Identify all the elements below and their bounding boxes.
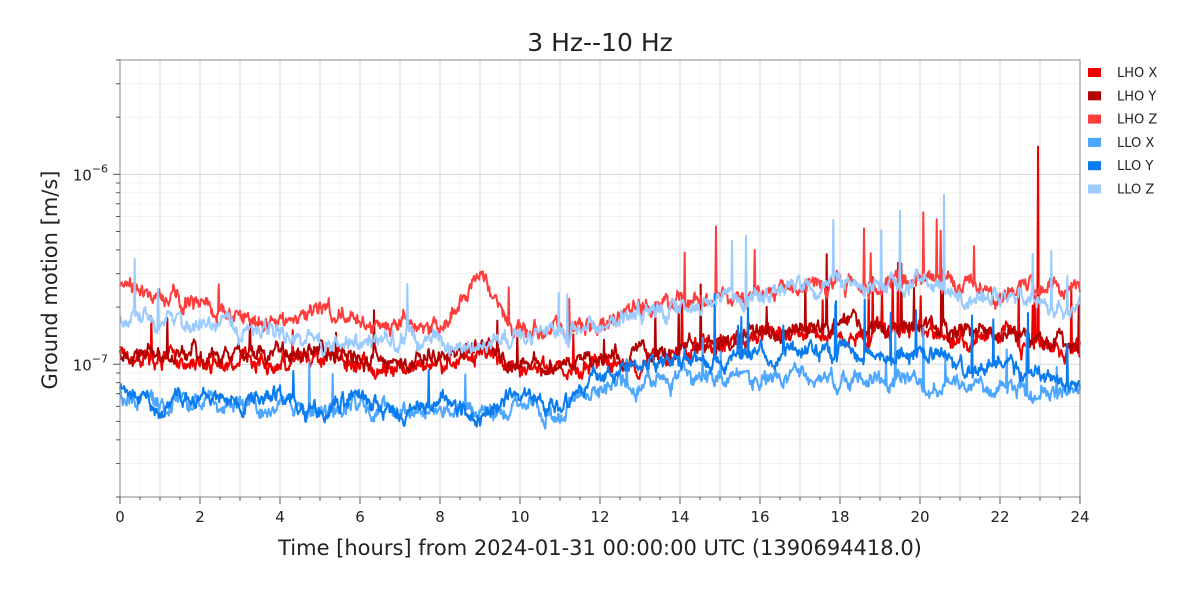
legend-swatch — [1088, 161, 1101, 171]
legend-swatch — [1088, 114, 1101, 124]
x-tick-label: 20 — [910, 508, 929, 526]
x-tick-label: 14 — [670, 508, 689, 526]
y-tick-label: 10−7 — [73, 352, 108, 374]
x-tick-label: 4 — [275, 508, 285, 526]
x-tick-labels: 0 2 4 6 8 10 12 14 16 18 20 22 24 — [115, 508, 1089, 526]
x-tick-label: 18 — [830, 508, 849, 526]
legend-swatch — [1088, 137, 1101, 147]
axis-ticks — [113, 59, 1081, 504]
legend-swatch — [1088, 68, 1101, 77]
series-line-llo-y — [119, 293, 1081, 428]
legend-label: LHO Y — [1117, 89, 1156, 104]
legend: LHO X LHO Y LHO Z LLO X LLO Y LLO Z — [1088, 66, 1157, 198]
series-line-llo-x — [119, 326, 1081, 430]
legend-label: LLO Y — [1117, 159, 1153, 174]
legend-swatch — [1088, 184, 1101, 194]
x-tick-label: 22 — [990, 508, 1009, 526]
x-tick-label: 6 — [355, 508, 365, 526]
x-tick-label: 10 — [510, 508, 529, 526]
x-tick-label: 8 — [435, 508, 445, 526]
x-tick-label: 24 — [1070, 508, 1089, 526]
x-tick-label: 2 — [195, 508, 205, 526]
chart-title: 3 Hz--10 Hz — [527, 28, 673, 57]
y-axis-label: Ground motion [m/s] — [38, 171, 62, 390]
legend-swatch — [1088, 91, 1101, 101]
y-tick-labels: 10−7 10−6 — [73, 162, 108, 374]
series-line-llo-z — [119, 193, 1081, 358]
series-lines — [119, 145, 1081, 430]
legend-label: LHO X — [1117, 66, 1157, 81]
x-axis-label: Time [hours] from 2024-01-31 00:00:00 UT… — [277, 536, 922, 560]
y-tick-label: 10−6 — [73, 162, 108, 184]
series-line-lho-y — [119, 253, 1081, 377]
legend-label: LLO Z — [1117, 183, 1154, 198]
x-tick-label: 16 — [750, 508, 769, 526]
x-tick-label: 12 — [590, 508, 609, 526]
legend-label: LHO Z — [1117, 113, 1157, 128]
legend-label: LLO X — [1117, 136, 1154, 151]
x-tick-label: 0 — [115, 508, 125, 526]
